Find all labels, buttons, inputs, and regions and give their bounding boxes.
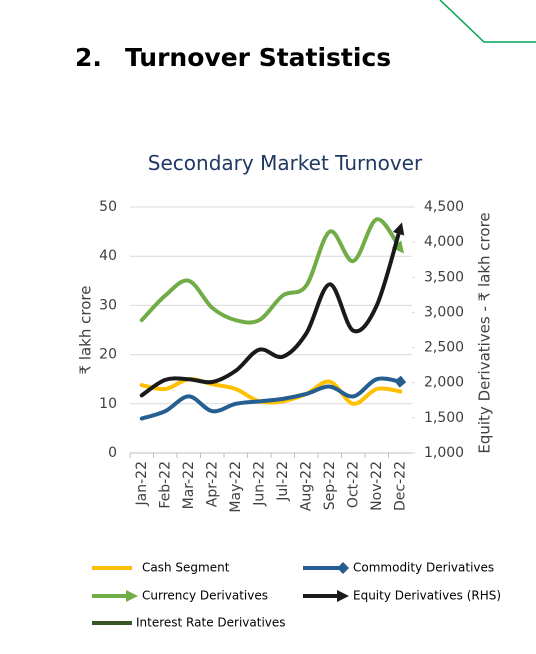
legend-label: Equity Derivatives (RHS)	[353, 589, 501, 603]
y-tick-label: 50	[99, 199, 117, 215]
y-tick-label: 40	[99, 248, 117, 264]
section-title: Turnover Statistics	[125, 43, 391, 72]
x-tick-label: Nov-22	[369, 461, 385, 511]
x-tick-label: Mar-22	[181, 461, 197, 509]
series-line	[139, 375, 407, 421]
y2-tick-label: 4,500	[424, 199, 464, 215]
x-tick-label: Jan-22	[134, 461, 150, 506]
legend-label: Cash Segment	[142, 561, 230, 575]
x-tick-label: Jul-22	[275, 461, 291, 502]
y-tick-label: 0	[108, 445, 117, 461]
decoration	[439, 0, 536, 43]
x-tick-label: Aug-22	[298, 461, 314, 511]
x-tick-label: Oct-22	[345, 461, 361, 508]
x-tick-label: May-22	[228, 461, 244, 513]
y-tick-label: 20	[99, 347, 117, 363]
x-tick-label: Feb-22	[157, 461, 173, 509]
legend-label: Currency Derivatives	[142, 589, 268, 603]
y2-tick-label: 2,000	[424, 375, 464, 391]
legend-label: Commodity Derivatives	[353, 561, 494, 575]
y2-tick-label: 2,500	[424, 340, 464, 356]
x-tick-label: Jun-22	[251, 461, 267, 507]
section-number: 2.	[75, 43, 102, 72]
y2-tick-label: 4,000	[424, 234, 464, 250]
chart-title: Secondary Market Turnover	[148, 151, 423, 175]
x-tick-label: Sep-22	[322, 461, 338, 510]
series-line	[139, 222, 405, 398]
series-line	[139, 217, 404, 325]
legend-label: Interest Rate Derivatives	[136, 616, 286, 630]
x-tick-label: Apr-22	[204, 461, 220, 507]
x-tick-label: Dec-22	[392, 461, 408, 511]
y2-axis-label: Equity Derivatives - ₹ lakh crore	[476, 212, 494, 453]
y2-tick-label: 3,000	[424, 304, 464, 320]
y-tick-label: 10	[99, 396, 117, 412]
y2-tick-label: 1,500	[424, 410, 464, 426]
y-axis-label: ₹ lakh crore	[77, 286, 95, 375]
y2-tick-label: 1,000	[424, 445, 464, 461]
y2-tick-label: 3,500	[424, 269, 464, 285]
y-tick-label: 30	[99, 297, 117, 313]
